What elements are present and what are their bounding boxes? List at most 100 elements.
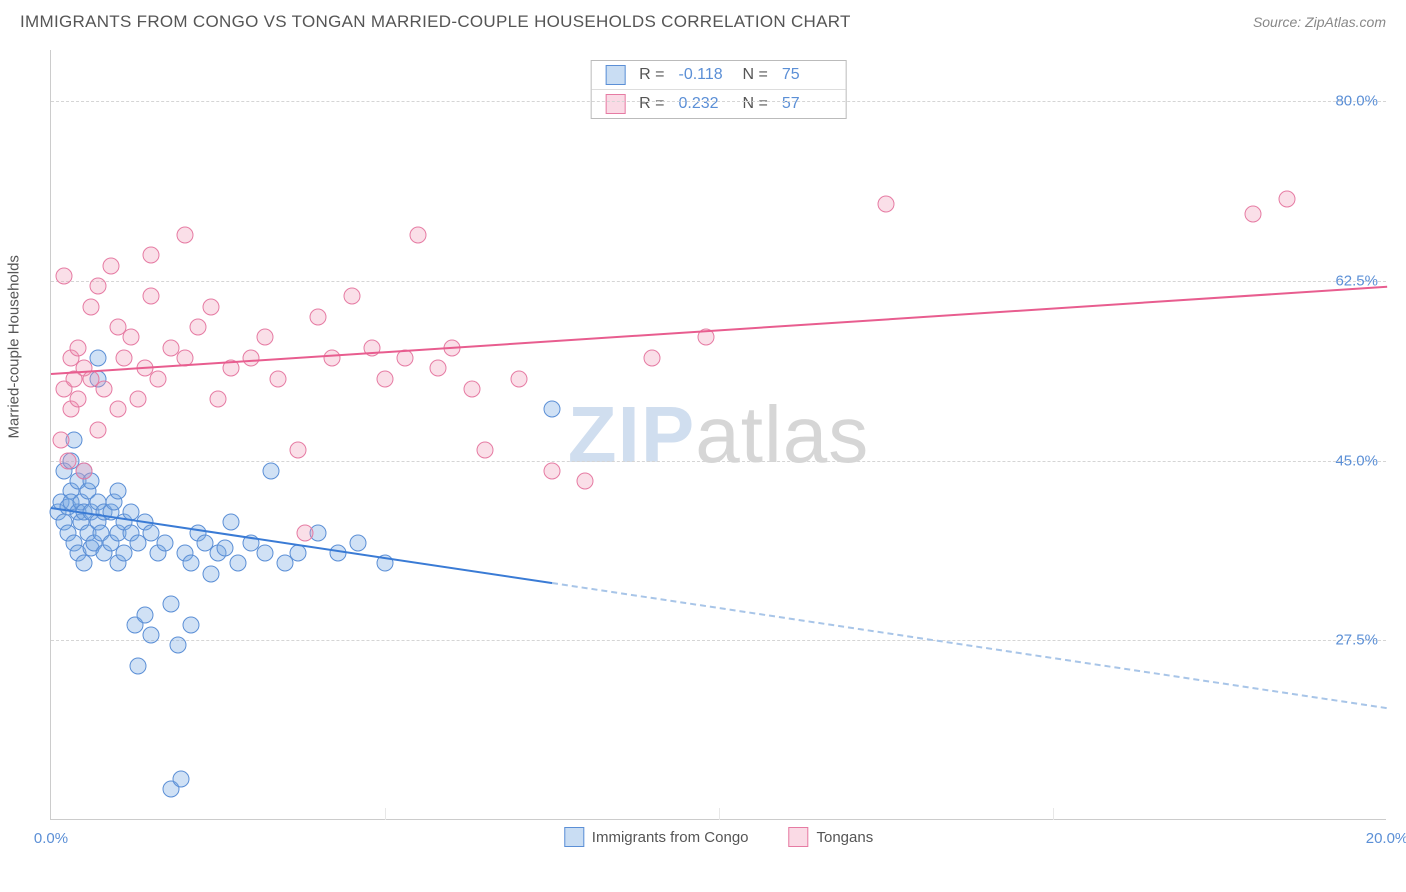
data-point-tongan xyxy=(109,401,126,418)
data-point-tongan xyxy=(1278,190,1295,207)
legend-label-blue: Immigrants from Congo xyxy=(592,829,749,846)
n-label: N = xyxy=(743,66,768,84)
data-point-congo xyxy=(156,534,173,551)
data-point-congo xyxy=(216,539,233,556)
data-point-tongan xyxy=(103,257,120,274)
data-point-tongan xyxy=(323,350,340,367)
data-point-tongan xyxy=(243,350,260,367)
data-point-tongan xyxy=(143,247,160,264)
watermark: ZIPatlas xyxy=(568,389,869,481)
data-point-tongan xyxy=(89,278,106,295)
data-point-congo xyxy=(136,606,153,623)
data-point-tongan xyxy=(149,370,166,387)
gridline-h xyxy=(51,640,1386,641)
data-point-congo xyxy=(256,545,273,562)
y-tick-label: 27.5% xyxy=(1335,632,1378,649)
data-point-congo xyxy=(109,483,126,500)
stats-row-blue: R = -0.118 N = 75 xyxy=(591,61,846,90)
data-point-tongan xyxy=(343,288,360,305)
trendline-congo-dashed xyxy=(552,582,1387,709)
x-minor-tick xyxy=(719,808,720,820)
data-point-tongan xyxy=(96,380,113,397)
data-point-tongan xyxy=(59,452,76,469)
data-point-tongan xyxy=(644,350,661,367)
data-point-tongan xyxy=(69,391,86,408)
data-point-congo xyxy=(544,401,561,418)
legend-item-pink: Tongans xyxy=(789,827,874,847)
data-point-congo xyxy=(223,514,240,531)
x-minor-tick xyxy=(385,808,386,820)
data-point-tongan xyxy=(544,462,561,479)
data-point-tongan xyxy=(116,350,133,367)
data-point-tongan xyxy=(210,391,227,408)
data-point-tongan xyxy=(76,462,93,479)
data-point-tongan xyxy=(290,442,307,459)
data-point-tongan xyxy=(256,329,273,346)
stats-legend: R = -0.118 N = 75 R = 0.232 N = 57 xyxy=(590,60,847,119)
data-point-tongan xyxy=(310,308,327,325)
swatch-blue-icon xyxy=(564,827,584,847)
data-point-congo xyxy=(203,565,220,582)
data-point-congo xyxy=(169,637,186,654)
r-label: R = xyxy=(639,95,664,113)
data-point-tongan xyxy=(69,339,86,356)
data-point-congo xyxy=(230,555,247,572)
data-point-congo xyxy=(163,596,180,613)
data-point-tongan xyxy=(477,442,494,459)
swatch-pink-icon xyxy=(789,827,809,847)
source-attribution: Source: ZipAtlas.com xyxy=(1253,14,1386,30)
data-point-tongan xyxy=(510,370,527,387)
r-value-pink: 0.232 xyxy=(679,95,729,113)
legend-label-pink: Tongans xyxy=(817,829,874,846)
gridline-h xyxy=(51,101,1386,102)
data-point-tongan xyxy=(83,298,100,315)
n-label: N = xyxy=(743,95,768,113)
r-label: R = xyxy=(639,66,664,84)
data-point-congo xyxy=(129,658,146,675)
gridline-h xyxy=(51,461,1386,462)
watermark-atlas: atlas xyxy=(695,390,869,479)
n-value-blue: 75 xyxy=(782,66,832,84)
scatter-chart: ZIPatlas R = -0.118 N = 75 R = 0.232 N =… xyxy=(50,50,1386,820)
data-point-tongan xyxy=(430,360,447,377)
y-tick-label: 80.0% xyxy=(1335,93,1378,110)
data-point-congo xyxy=(183,555,200,572)
data-point-congo xyxy=(290,545,307,562)
data-point-tongan xyxy=(143,288,160,305)
data-point-congo xyxy=(263,462,280,479)
data-point-tongan xyxy=(123,329,140,346)
data-point-tongan xyxy=(89,421,106,438)
x-tick-label: 20.0% xyxy=(1366,830,1406,847)
data-point-congo xyxy=(173,770,190,787)
data-point-tongan xyxy=(53,432,70,449)
data-point-tongan xyxy=(878,196,895,213)
legend-item-blue: Immigrants from Congo xyxy=(564,827,749,847)
data-point-tongan xyxy=(56,267,73,284)
data-point-tongan xyxy=(377,370,394,387)
data-point-tongan xyxy=(176,226,193,243)
stats-row-pink: R = 0.232 N = 57 xyxy=(591,90,846,118)
data-point-congo xyxy=(143,627,160,644)
watermark-zip: ZIP xyxy=(568,390,695,479)
x-tick-label: 0.0% xyxy=(34,830,68,847)
gridline-h xyxy=(51,281,1386,282)
y-axis-label: Married-couple Households xyxy=(6,255,23,438)
swatch-blue-icon xyxy=(605,65,625,85)
data-point-tongan xyxy=(296,524,313,541)
data-point-congo xyxy=(76,555,93,572)
data-point-tongan xyxy=(270,370,287,387)
data-point-tongan xyxy=(189,319,206,336)
data-point-tongan xyxy=(203,298,220,315)
data-point-tongan xyxy=(463,380,480,397)
n-value-pink: 57 xyxy=(782,95,832,113)
chart-title: IMMIGRANTS FROM CONGO VS TONGAN MARRIED-… xyxy=(20,12,851,32)
data-point-tongan xyxy=(410,226,427,243)
x-minor-tick xyxy=(1053,808,1054,820)
data-point-congo xyxy=(183,616,200,633)
y-tick-label: 45.0% xyxy=(1335,452,1378,469)
r-value-blue: -0.118 xyxy=(679,66,729,84)
data-point-tongan xyxy=(577,473,594,490)
data-point-tongan xyxy=(129,391,146,408)
swatch-pink-icon xyxy=(605,94,625,114)
bottom-legend: Immigrants from Congo Tongans xyxy=(564,827,873,847)
